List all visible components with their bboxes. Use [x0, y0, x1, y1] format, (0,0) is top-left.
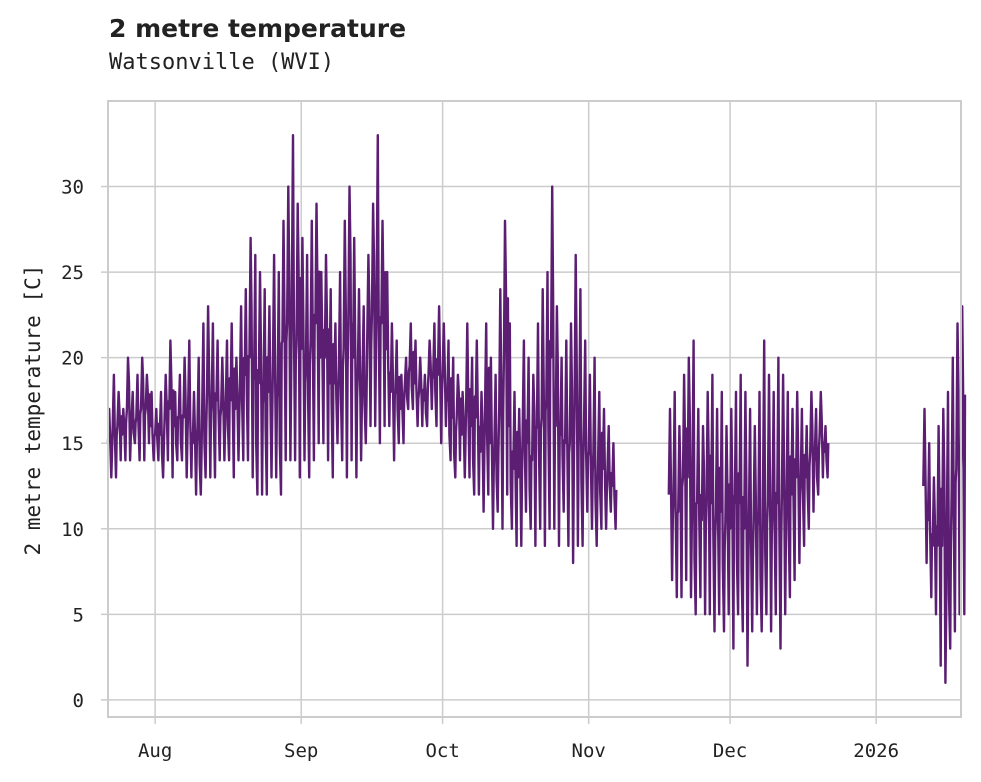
y-tick-label: 30: [61, 177, 84, 199]
y-tick-label: 15: [61, 433, 84, 455]
temperature-line: [667, 339, 830, 667]
x-tick-label: Dec: [713, 740, 747, 762]
series-layer: [106, 134, 967, 684]
x-tick-label: 2026: [853, 740, 899, 762]
chart-subtitle: Watsonville (WVI): [109, 50, 335, 75]
x-tick-label: Sep: [284, 740, 318, 762]
y-tick-label: 25: [61, 262, 84, 284]
x-tick-label: Oct: [425, 740, 459, 762]
y-tick-label: 5: [73, 604, 84, 626]
x-tick-label: Aug: [138, 740, 172, 762]
y-axis-label: 2 metre temperature [C]: [21, 265, 45, 556]
y-tick-label: 0: [73, 690, 84, 712]
x-axis: Aug Sep Oct Nov Dec 2026: [138, 717, 899, 762]
temperature-line: [922, 305, 967, 684]
x-tick-label: Nov: [572, 740, 606, 762]
y-tick-label: 10: [61, 519, 84, 541]
temperature-line: [106, 134, 618, 565]
chart-title: 2 metre temperature: [109, 14, 407, 43]
y-axis: 0 5 10 15 20 25 30: [61, 177, 108, 712]
plot-frame: [107, 100, 962, 718]
y-tick-label: 20: [61, 348, 84, 370]
